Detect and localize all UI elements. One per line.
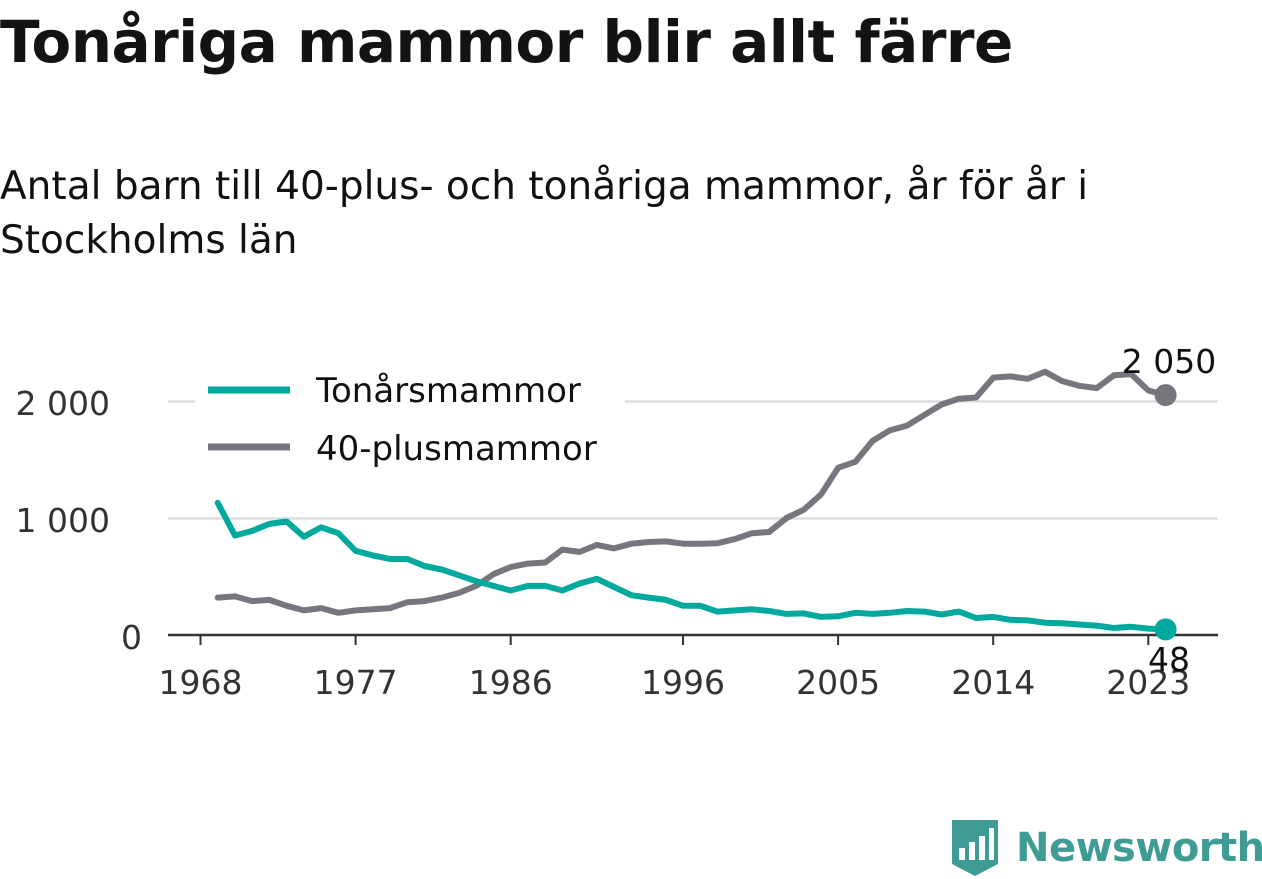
x-tick-label: 2005 [796,663,880,702]
x-tick-labels: 1968 1977 1986 1996 2005 2014 2023 [159,663,1191,702]
series-line-teens [214,499,1169,633]
chart-title: Tonåriga mammor blir allt färre [0,8,1013,76]
x-tick-label: 1996 [641,663,725,702]
end-point-teens [1154,618,1177,641]
x-tick-label: 2014 [951,663,1035,702]
x-tick-label: 2023 [1106,663,1190,702]
chart-subtitle: Antal barn till 40-plus- och tonåriga ma… [0,164,1089,263]
end-label-teens: 48 [1148,640,1190,679]
x-tick-label: 1968 [159,663,243,702]
plot-area [214,368,1177,641]
y-tick-label: 2 000 [16,384,110,423]
legend-background [195,368,625,478]
y-tick-label: 1 000 [16,501,110,540]
x-ticks [199,635,1150,645]
x-tick-label: 1977 [314,663,398,702]
end-point-40plus [1154,384,1177,407]
brand-name: Newsworthy [1016,825,1262,871]
y-tick-labels: 2 000 1 000 0 [16,384,142,657]
legend: Tonårsmammor 40-plusmammor [195,368,625,478]
newsworthy-logo-icon [952,820,998,876]
x-tick-label: 1986 [469,663,553,702]
legend-label-40plus: 40-plusmammor [316,429,597,469]
legend-label-teens: Tonårsmammor [315,371,581,411]
brand: Newsworthy [950,818,1262,878]
end-label-40plus: 2 050 [1122,342,1216,381]
y-tick-label: 0 [121,618,142,657]
series-line-40plus [214,368,1169,616]
